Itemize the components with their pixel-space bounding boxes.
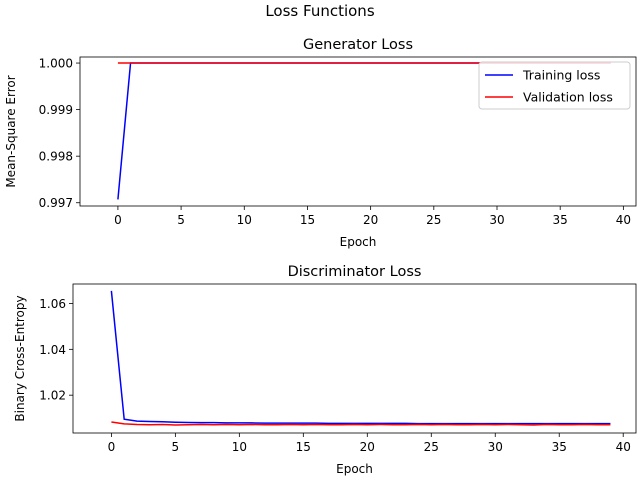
- generator-legend: Training loss Validation loss: [479, 62, 630, 109]
- generator-xtick-label: 40: [616, 213, 631, 227]
- generator-xtick-label: 15: [300, 213, 315, 227]
- discriminator-xtick-label: 10: [232, 440, 247, 454]
- discriminator-ytick-label: 1.06: [39, 297, 66, 311]
- generator-xtick-label: 20: [363, 213, 378, 227]
- discriminator-ytick-label: 1.04: [39, 343, 66, 357]
- generator-xtick-label: 35: [553, 213, 568, 227]
- discriminator-xtick-label: 15: [296, 440, 311, 454]
- discriminator-xtick-label: 40: [616, 440, 631, 454]
- generator-xtick-label: 25: [426, 213, 441, 227]
- discriminator-xtick-label: 25: [424, 440, 439, 454]
- generator-legend-label: Validation loss: [523, 90, 613, 105]
- generator-ytick-label: 0.998: [39, 150, 73, 164]
- generator-xtick-label: 0: [114, 213, 122, 227]
- generator-xtick-label: 5: [177, 213, 185, 227]
- generator-legend-label: Training loss: [522, 68, 600, 83]
- generator-ytick-label: 0.997: [39, 196, 73, 210]
- discriminator-xtick-label: 30: [488, 440, 503, 454]
- generator-xtick-label: 10: [237, 213, 252, 227]
- generator-xlabel: Epoch: [340, 235, 377, 249]
- discriminator-title: Discriminator Loss: [288, 264, 422, 280]
- discriminator-xtick-label: 5: [172, 440, 180, 454]
- generator-ytick-label: 1.000: [39, 57, 73, 71]
- generator-ytick-label: 0.999: [39, 103, 73, 117]
- discriminator-ytick-label: 1.02: [39, 389, 66, 403]
- discriminator-xlabel: Epoch: [336, 462, 373, 476]
- generator-ylabel: Mean-Square Error: [4, 75, 18, 187]
- discriminator-ylabel: Binary Cross-Entropy: [13, 295, 27, 421]
- generator-xtick-label: 30: [489, 213, 504, 227]
- discriminator-xtick-label: 0: [108, 440, 116, 454]
- figure-suptitle: Loss Functions: [265, 2, 374, 20]
- discriminator-xtick-label: 20: [360, 440, 375, 454]
- discriminator-xtick-label: 35: [552, 440, 567, 454]
- generator-title: Generator Loss: [303, 37, 413, 53]
